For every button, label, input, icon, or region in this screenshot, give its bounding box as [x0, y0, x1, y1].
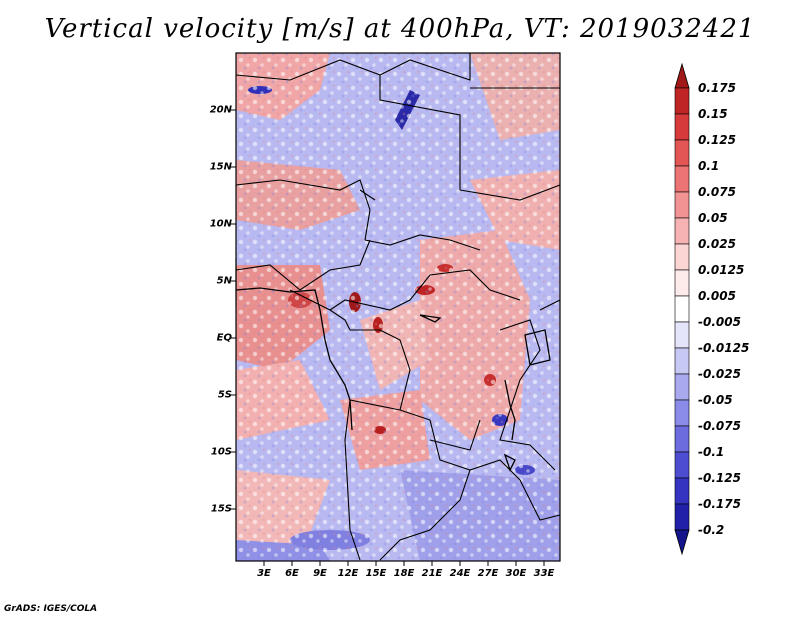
colorbar-cell: [674, 243, 690, 271]
lon-label-6e: 6E: [285, 568, 299, 579]
lat-label-10n: 10N: [209, 218, 232, 230]
colorbar-label: -0.075: [698, 419, 741, 433]
colorbar-label: 0.0125: [698, 263, 745, 277]
colorbar-label: 0.125: [698, 133, 736, 147]
lat-label-15s: 15S: [210, 503, 232, 515]
lat-label-15n: 15N: [209, 161, 232, 173]
lon-label-12e: 12E: [337, 568, 359, 579]
colorbar-cell: [674, 321, 690, 349]
lat-label-5n: 5N: [216, 275, 232, 287]
colorbar-label: 0.1: [698, 159, 720, 173]
colorbar-label: -0.025: [698, 367, 741, 381]
velocity-field: [236, 53, 560, 561]
colorbar-label: 0.05: [698, 211, 728, 225]
colorbar-label: -0.05: [698, 393, 733, 407]
colorbar-cell: [674, 295, 690, 323]
colorbar-label: -0.1: [698, 445, 725, 459]
colorbar-cell: [674, 191, 690, 219]
lon-label-21e: 21E: [421, 568, 443, 579]
colorbar-cell: [674, 217, 690, 245]
colorbar-cell: [674, 113, 690, 141]
lon-label-27e: 27E: [477, 568, 499, 579]
map-frame: [235, 52, 561, 562]
coastlines-lakes: [235, 287, 551, 472]
colorbar-label: 0.175: [698, 81, 736, 95]
colorbar-label: -0.2: [698, 523, 725, 537]
colorbar-label: -0.0125: [698, 341, 750, 355]
colorbar-cell: [674, 425, 690, 453]
colorbar-label: -0.175: [698, 497, 741, 511]
colorbar-bottom-arrow: [674, 529, 690, 556]
colorbar-cell: [674, 139, 690, 167]
colorbar-cell: [674, 373, 690, 401]
colorbar-cell: [674, 165, 690, 193]
colorbar-label: 0.15: [698, 107, 728, 121]
colorbar-cell: [674, 347, 690, 375]
grads-credit: GrADS: IGES/COLA: [4, 604, 98, 614]
lat-label-5s: 5S: [217, 389, 232, 401]
colorbar-label: -0.005: [698, 315, 741, 329]
lon-label-9e: 9E: [313, 568, 327, 579]
colorbar-cell: [674, 503, 690, 531]
colorbar-cell: [674, 399, 690, 427]
lon-label-15e: 15E: [365, 568, 387, 579]
colorbar-label: 0.005: [698, 289, 736, 303]
lon-label-30e: 30E: [505, 568, 527, 579]
colorbar-label: 0.025: [698, 237, 736, 251]
colorbar-cell: [674, 269, 690, 297]
lat-label-10s: 10S: [210, 446, 232, 458]
lat-label-eq: EQ: [216, 332, 232, 344]
lon-label-33e: 33E: [533, 568, 555, 579]
lon-label-24e: 24E: [449, 568, 471, 579]
lon-tick-marks: [263, 561, 545, 566]
colorbar-top-arrow: [674, 62, 690, 89]
lon-label-18e: 18E: [393, 568, 415, 579]
country-borders: [235, 53, 561, 561]
map-title: Vertical velocity [m/s] at 400hPa, VT: 2…: [44, 14, 756, 44]
colorbar-cell: [674, 477, 690, 505]
colorbar-label: 0.075: [698, 185, 736, 199]
lat-label-20n: 20N: [209, 104, 232, 116]
lon-label-3e: 3E: [257, 568, 271, 579]
colorbar-label: -0.125: [698, 471, 741, 485]
colorbar-cell: [674, 87, 690, 115]
lat-tick-marks: [230, 109, 236, 510]
colorbar-cell: [674, 451, 690, 479]
